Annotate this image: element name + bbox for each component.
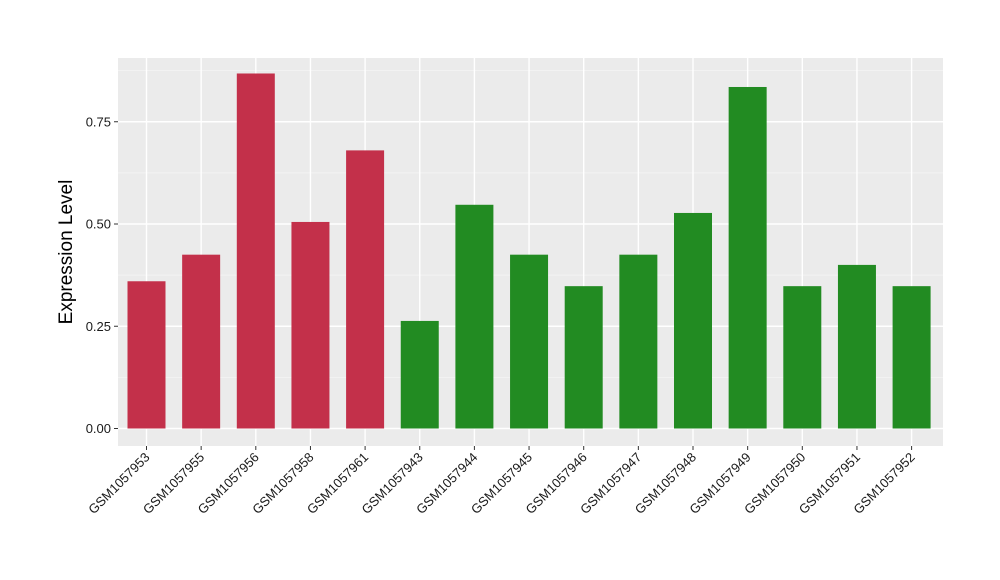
bar [400, 320, 439, 429]
y-axis: 0.00 0.25 0.50 0.75 [86, 114, 118, 436]
bar [564, 286, 603, 429]
bar [510, 254, 549, 429]
y-axis-title: Expression Level [56, 180, 77, 325]
bar [619, 254, 658, 429]
bar [892, 286, 931, 429]
y-tick-label: 0.25 [86, 319, 111, 334]
bar [291, 221, 330, 429]
bar [346, 150, 385, 429]
bar [783, 286, 822, 429]
bars-group [127, 73, 931, 429]
bar [455, 204, 494, 429]
y-tick-label: 0.50 [86, 217, 111, 232]
bar [236, 73, 275, 429]
bar [674, 212, 712, 429]
bar [837, 264, 876, 429]
bar [728, 86, 767, 429]
bar [127, 281, 166, 429]
y-tick-label: 0.75 [86, 114, 111, 129]
x-axis: GSM1057953GSM1057955GSM1057956GSM1057958… [85, 446, 918, 517]
y-tick-label: 0.00 [86, 421, 111, 436]
bar [182, 254, 221, 429]
